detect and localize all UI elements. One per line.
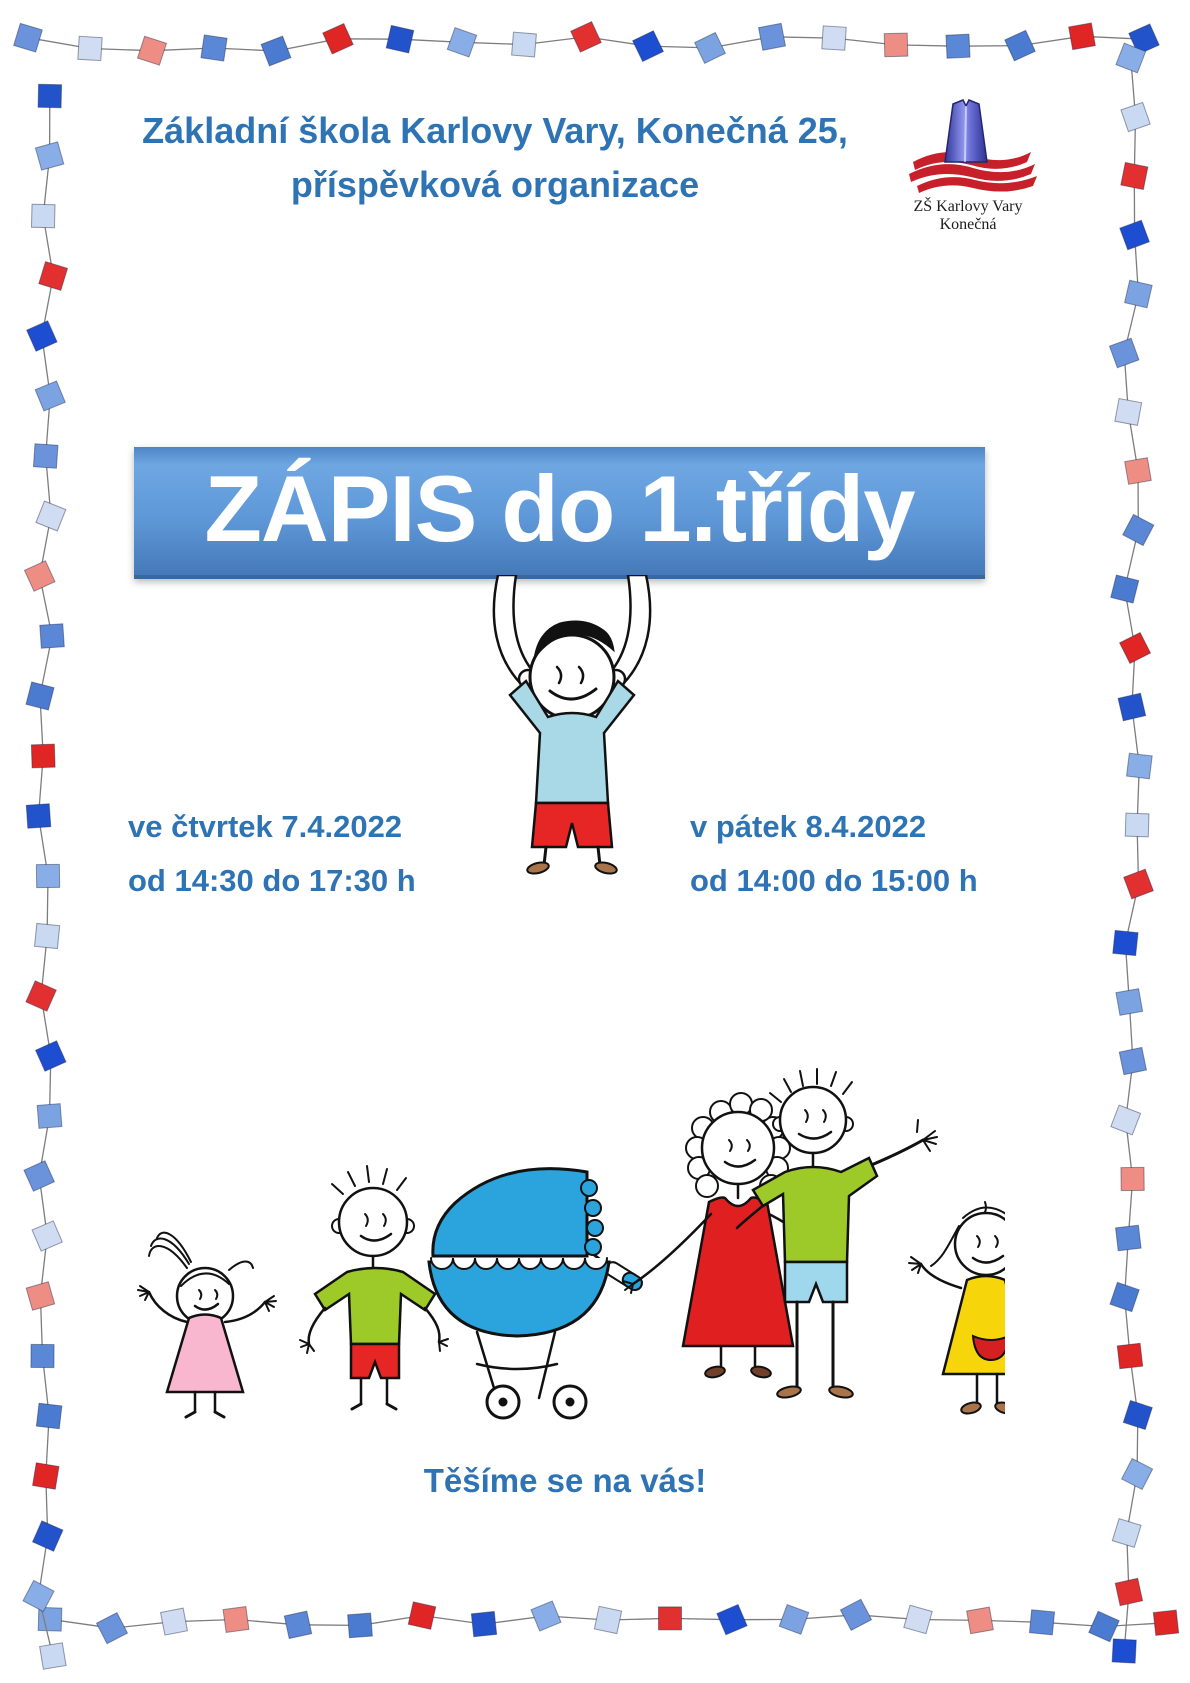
- logo-caption-line2: Konečná: [939, 216, 997, 234]
- friday-time: od 14:00 do 15:00 h: [690, 862, 978, 898]
- stroller-drawing: [427, 1167, 643, 1420]
- closing-text: Těšíme se na vás!: [423, 1462, 707, 1499]
- schedule-thursday: ve čtvrtek 7.4.2022 od 14:30 do 17:30 h: [128, 800, 416, 908]
- father-figure: [735, 1068, 938, 1399]
- friday-date: v pátek 8.4.2022: [690, 809, 927, 844]
- family-illustration: [137, 1068, 1005, 1420]
- school-name-header: Základní škola Karlovy Vary, Konečná 25,…: [70, 104, 920, 212]
- logo-caption-line1: ZŠ Karlovy Vary: [913, 198, 1023, 215]
- school-tower-logo-icon: [909, 99, 1037, 193]
- thursday-date: ve čtvrtek 7.4.2022: [128, 809, 403, 844]
- boy-green-figure: [299, 1165, 449, 1411]
- schedule-friday: v pátek 8.4.2022 od 14:00 do 15:00 h: [690, 800, 978, 908]
- girl-yellow-figure: [908, 1201, 1005, 1415]
- girl-pink-figure: [137, 1231, 277, 1419]
- thursday-time: od 14:30 do 17:30 h: [128, 862, 416, 898]
- school-name-line2: příspěvková organizace: [290, 164, 700, 205]
- logo-caption: ZŠ Karlovy Vary Konečná: [893, 198, 1043, 235]
- boy-holding-banner-illustration: [492, 575, 652, 875]
- mother-figure: [622, 1092, 807, 1379]
- poster-title: ZÁPIS do 1.třídy: [204, 456, 916, 561]
- school-logo: ZŠ Karlovy Vary Konečná: [893, 96, 1043, 235]
- school-name-line1: Základní škola Karlovy Vary, Konečná 25,: [142, 110, 848, 151]
- closing-message: Těšíme se na vás!: [35, 1462, 1095, 1500]
- title-banner: ZÁPIS do 1.třídy: [134, 447, 985, 579]
